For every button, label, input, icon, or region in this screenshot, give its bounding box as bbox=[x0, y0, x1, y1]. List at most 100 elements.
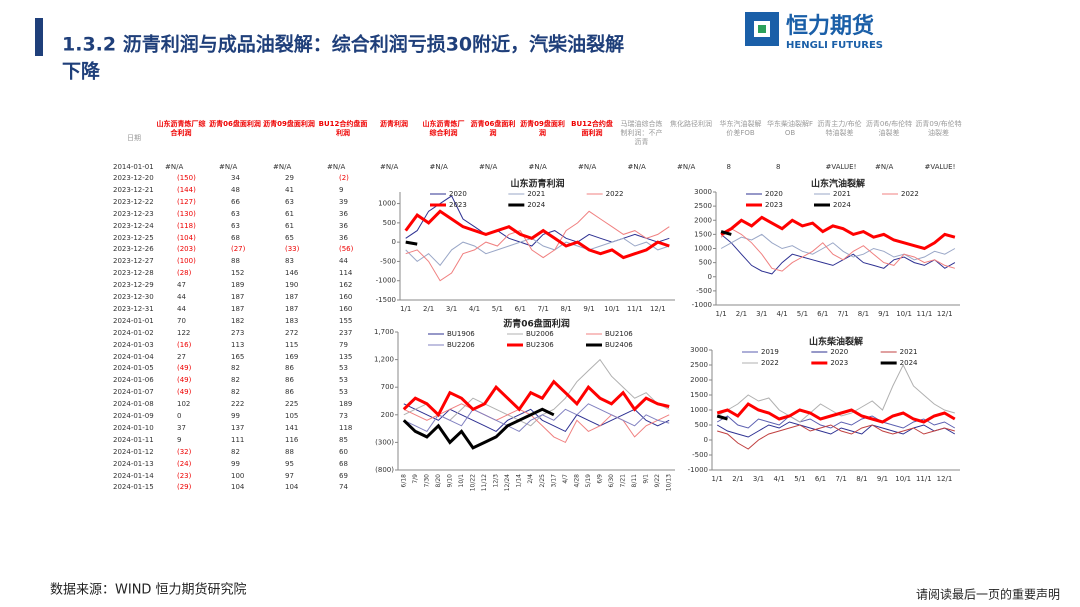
table-cell: #N/A bbox=[273, 163, 292, 171]
table-cell: 53 bbox=[339, 364, 348, 373]
table-cell: 2023-12-21 bbox=[113, 185, 154, 194]
x-tick-label: 6/18 bbox=[400, 474, 407, 488]
legend-label: BU2006 bbox=[526, 330, 554, 338]
series-line bbox=[404, 209, 670, 260]
x-tick-label: 11/1 bbox=[916, 475, 932, 483]
x-tick-label: 7/30 bbox=[423, 474, 430, 488]
table-cell: 152 bbox=[231, 269, 245, 278]
x-tick-label: 10/22 bbox=[470, 474, 477, 491]
table-cell: 9 bbox=[339, 185, 344, 194]
legend-label: 2023 bbox=[765, 201, 783, 209]
table-cell: 27 bbox=[177, 352, 186, 361]
x-tick-label: 1/14 bbox=[516, 474, 523, 488]
legend-label: 2024 bbox=[527, 201, 545, 209]
legend-label: 2021 bbox=[833, 190, 851, 198]
table-cell: 82 bbox=[231, 364, 240, 373]
x-tick-label: 8/20 bbox=[435, 474, 442, 488]
x-tick-label: 3/17 bbox=[550, 474, 557, 488]
legend-label: 2021 bbox=[527, 190, 545, 198]
chart-title: 山东沥青利润 bbox=[510, 178, 564, 190]
table-cell: 0 bbox=[177, 412, 182, 420]
table-cell: (150) bbox=[177, 174, 196, 182]
table-cell: 2023-12-25 bbox=[113, 233, 154, 242]
table-cell: (29) bbox=[177, 483, 192, 492]
series-line bbox=[716, 421, 956, 438]
table-cell: 2023-12-30 bbox=[113, 293, 154, 301]
series-line bbox=[405, 237, 670, 267]
table-cell: #N/A bbox=[327, 163, 346, 171]
table-cell: 2024-01-15 bbox=[113, 483, 154, 492]
table-cell: 2023-12-20 bbox=[113, 174, 154, 182]
x-tick-label: 7/9 bbox=[412, 474, 419, 484]
table-cell: 82 bbox=[231, 447, 240, 456]
x-tick-label: 5/19 bbox=[585, 474, 592, 488]
series-line bbox=[402, 379, 670, 418]
table-header: 沥青09/布伦特油裂差 bbox=[915, 120, 962, 137]
table-cell: 2024-01-13 bbox=[113, 459, 154, 468]
y-tick-label: -1000 bbox=[688, 466, 708, 474]
table-cell: 190 bbox=[285, 281, 299, 290]
table-cell: #VALUE! bbox=[825, 163, 857, 171]
series-line bbox=[403, 403, 670, 433]
x-tick-label: 8/11 bbox=[631, 474, 638, 488]
series-line bbox=[716, 402, 956, 424]
table-cell: (27) bbox=[231, 245, 246, 254]
table-cell: 8 bbox=[726, 163, 731, 171]
legend-label: BU2306 bbox=[526, 341, 554, 349]
x-tick-label: 12/24 bbox=[504, 474, 511, 491]
table-cell: 2023-12-23 bbox=[113, 209, 154, 218]
table-cell: 44 bbox=[177, 293, 186, 301]
table-cell: 36 bbox=[339, 221, 348, 230]
table-cell: (130) bbox=[177, 209, 196, 218]
table-cell: (118) bbox=[177, 221, 196, 230]
table-header: 山东沥青炼厂综合利润 bbox=[156, 120, 206, 137]
series-line bbox=[716, 415, 956, 429]
x-tick-label: 5/1 bbox=[797, 310, 808, 318]
series-line bbox=[720, 230, 732, 236]
y-tick-label: -1500 bbox=[376, 296, 396, 304]
x-tick-label: 2/4 bbox=[527, 474, 534, 484]
y-tick-label: 0 bbox=[708, 273, 712, 281]
table-cell: 118 bbox=[339, 423, 353, 432]
table-cell: 162 bbox=[339, 281, 353, 290]
chart-title: 沥青06盘面利润 bbox=[503, 318, 570, 330]
y-tick-label: 0 bbox=[704, 436, 708, 444]
legend-label: 2022 bbox=[901, 190, 919, 198]
table-cell: 2024-01-03 bbox=[113, 340, 154, 349]
x-tick-label: 7/1 bbox=[837, 310, 848, 318]
x-tick-label: 10/1 bbox=[458, 474, 465, 488]
legend-label: BU2206 bbox=[447, 341, 475, 349]
x-tick-label: 11/1 bbox=[917, 310, 933, 318]
table-cell: 105 bbox=[285, 412, 299, 420]
table-header: 沥青09盘面利润 bbox=[520, 120, 565, 137]
legend-label: 2023 bbox=[449, 201, 467, 209]
table-cell: 8 bbox=[776, 163, 781, 171]
x-tick-label: 10/13 bbox=[666, 474, 673, 491]
table-cell: 141 bbox=[285, 423, 299, 432]
series-line bbox=[720, 228, 956, 272]
table-cell: 34 bbox=[231, 174, 240, 182]
x-tick-label: 9/1 bbox=[583, 305, 594, 313]
logo-icon bbox=[758, 25, 766, 33]
x-tick-label: 6/30 bbox=[608, 474, 615, 488]
legend-label: 2023 bbox=[830, 359, 848, 367]
table-cell: (49) bbox=[177, 376, 192, 385]
title-bar bbox=[35, 18, 43, 56]
legend-label: 2020 bbox=[765, 190, 783, 198]
y-tick-label: 1000 bbox=[694, 245, 712, 253]
table-cell: 2024-01-06 bbox=[113, 376, 154, 385]
table-cell: 29 bbox=[285, 174, 294, 182]
table-cell: 2024-01-09 bbox=[113, 412, 154, 420]
table-cell: 2024-01-02 bbox=[113, 328, 154, 337]
y-tick-label: 3000 bbox=[690, 346, 708, 354]
table-header: 沥青09盘面利润 bbox=[263, 120, 315, 128]
y-tick-label: 0 bbox=[392, 238, 396, 246]
x-tick-label: 4/1 bbox=[776, 310, 787, 318]
y-tick-label: 700 bbox=[381, 383, 394, 391]
y-tick-label: (300) bbox=[375, 438, 394, 446]
table-cell: 66 bbox=[231, 197, 240, 206]
table-cell: 160 bbox=[339, 293, 353, 301]
table-cell: 65 bbox=[285, 233, 294, 242]
table-cell: 222 bbox=[231, 400, 245, 409]
table-cell: 100 bbox=[231, 471, 245, 480]
